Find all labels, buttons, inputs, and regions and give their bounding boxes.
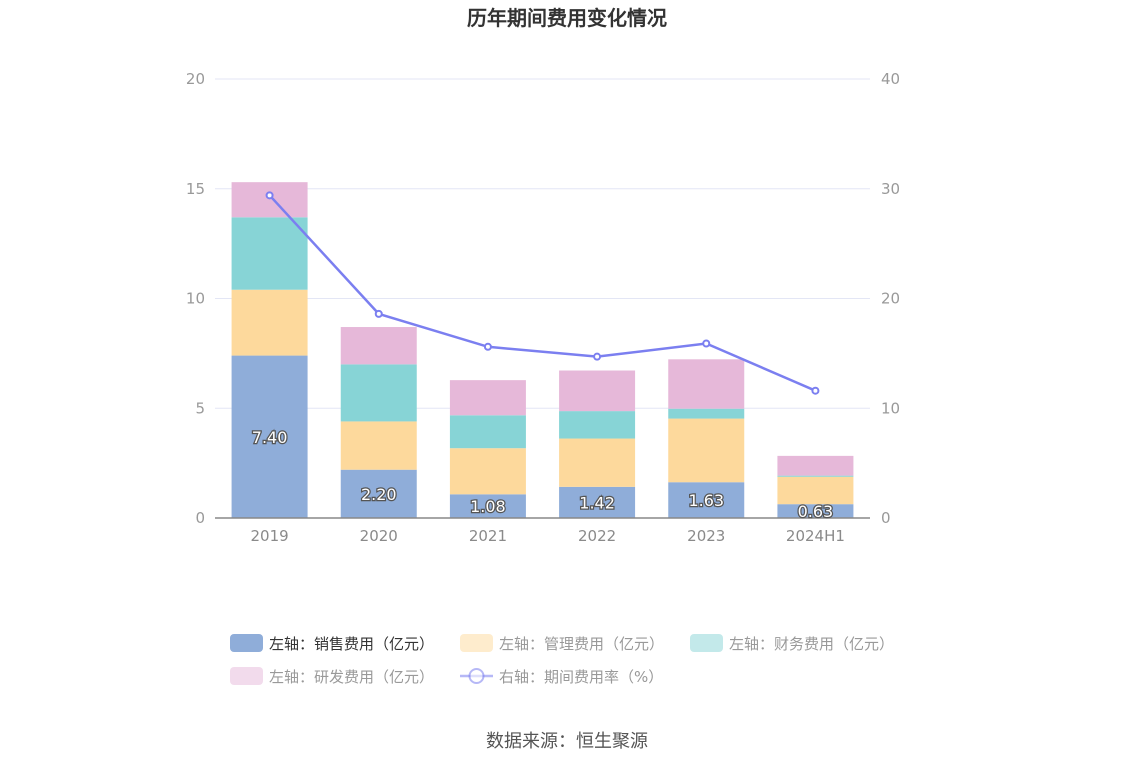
bar-value-label: 1.08 <box>470 497 506 516</box>
bar-segment-s1 <box>559 438 636 487</box>
bar-segment-s3 <box>559 370 636 412</box>
bar-segment-s0 <box>668 482 745 518</box>
legend-label: 左轴：销售费用（亿元） <box>269 635 434 653</box>
bars <box>231 182 854 518</box>
legend-label: 右轴：期间费用率（%） <box>499 668 663 686</box>
rate-point <box>811 386 820 395</box>
bar-segment-s2 <box>449 415 526 449</box>
bar-segment-s1 <box>668 418 745 483</box>
x-tick-label: 2023 <box>687 527 725 545</box>
bar-segment-s2 <box>559 411 636 439</box>
left-tick-label: 10 <box>186 290 205 308</box>
left-tick-label: 20 <box>186 70 205 88</box>
bar-segment-s3 <box>340 327 417 365</box>
bar-segment-s1 <box>231 289 308 356</box>
right-tick-label: 0 <box>881 509 891 527</box>
legend-swatch <box>230 667 263 685</box>
bar-labels: 7.40 2.20 1.08 1.42 1.63 0.63 <box>251 427 835 523</box>
bar-value-label: 0.63 <box>798 502 834 521</box>
rate-point <box>483 342 492 351</box>
bar-value-label: 7.40 <box>252 428 288 447</box>
bar-segment-s3 <box>668 359 745 409</box>
right-tick-label: 20 <box>881 290 900 308</box>
x-tick-label: 2020 <box>360 527 398 545</box>
bar-value-label: 2.20 <box>361 485 397 504</box>
chart-title: 历年期间费用变化情况 <box>467 6 667 30</box>
bar-segment-s1 <box>340 421 417 470</box>
legend-swatch <box>460 634 493 652</box>
legend: 左轴：销售费用（亿元） 左轴：管理费用（亿元） 左轴：财务费用（亿元） 左轴：研发费用… <box>230 634 894 686</box>
right-tick-label: 10 <box>881 399 900 417</box>
right-tick-label: 30 <box>881 180 900 198</box>
bar-segment-s2 <box>231 217 308 290</box>
legend-swatch <box>690 634 723 652</box>
bar-segment-s0 <box>777 504 854 518</box>
legend-line-marker <box>468 668 485 684</box>
rate-point <box>265 191 274 200</box>
legend-label: 左轴：管理费用（亿元） <box>499 635 664 653</box>
rate-point <box>593 352 602 361</box>
left-axis: 0 5 10 15 20 <box>186 70 205 527</box>
bar-segment-s3 <box>777 455 854 476</box>
bar-segment-s1 <box>449 448 526 495</box>
bar-segment-s3 <box>449 380 526 416</box>
legend-label: 左轴：财务费用（亿元） <box>729 635 894 653</box>
bar-segment-s0 <box>559 486 636 518</box>
right-tick-label: 40 <box>881 70 900 88</box>
bar-segment-s2 <box>668 408 745 419</box>
bar-segment-s2 <box>777 475 854 477</box>
x-tick-label: 2024H1 <box>786 527 845 545</box>
x-tick-label: 2022 <box>578 527 616 545</box>
bar-segment-s1 <box>777 476 854 505</box>
bar-value-label: 1.63 <box>688 491 724 510</box>
legend-label: 左轴：研发费用（亿元） <box>269 668 434 686</box>
rate-point <box>702 339 711 348</box>
legend-swatch <box>230 634 263 652</box>
bar-segment-s0 <box>231 355 308 518</box>
grid <box>215 78 870 409</box>
left-tick-label: 0 <box>195 509 205 527</box>
left-tick-label: 15 <box>186 180 205 198</box>
bar-segment-s0 <box>340 469 417 518</box>
left-tick-label: 5 <box>195 399 205 417</box>
bar-segment-s2 <box>340 364 417 422</box>
line-series <box>265 191 820 395</box>
bar-segment-s3 <box>231 182 308 218</box>
x-tick-label: 2019 <box>250 527 288 545</box>
right-axis: 0 10 20 30 40 <box>881 70 900 527</box>
rate-line <box>268 194 816 392</box>
x-axis: 2019 2020 2021 2022 2023 2024H1 <box>250 527 844 545</box>
x-tick-label: 2021 <box>469 527 507 545</box>
bar-segment-s0 <box>449 494 526 518</box>
rate-point <box>374 309 383 318</box>
source-text: 数据来源：恒生聚源 <box>486 731 648 752</box>
bar-value-label: 1.42 <box>579 493 615 512</box>
